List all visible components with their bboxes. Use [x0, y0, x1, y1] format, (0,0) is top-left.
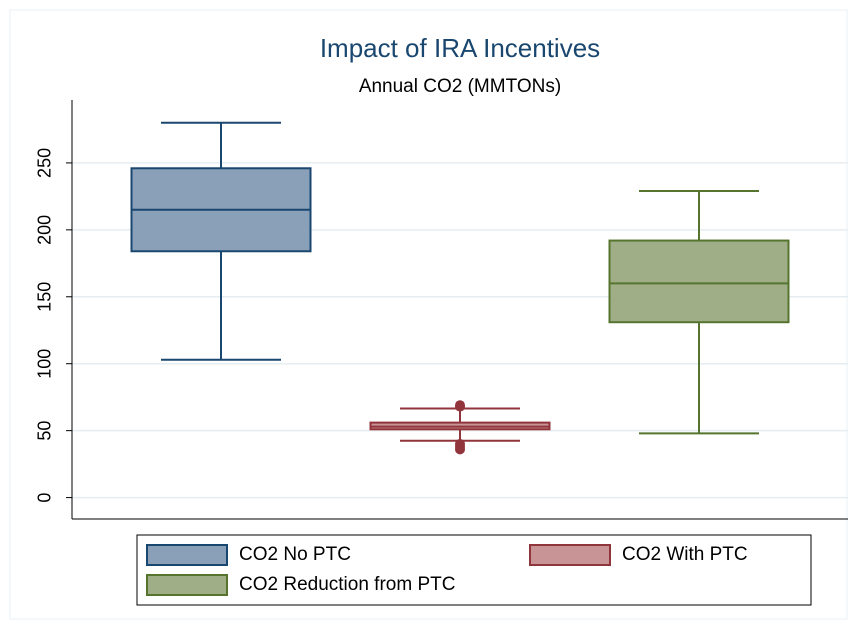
y-tick-label: 250 [35, 148, 55, 178]
legend-label: CO2 Reduction from PTC [239, 574, 455, 595]
legend-label: CO2 With PTC [622, 544, 748, 565]
marks [130, 121, 790, 455]
legend [136, 534, 812, 606]
grid: 0 50 100 150 200 250 [35, 148, 848, 503]
outlier [455, 444, 465, 455]
legend-swatch [529, 544, 611, 566]
y-tick-label: 200 [35, 215, 55, 245]
legend-swatch [146, 544, 228, 566]
legend-swatch [146, 574, 228, 596]
legend-label: CO2 No PTC [239, 544, 351, 565]
y-tick-label: 150 [35, 282, 55, 312]
chart-title: Impact of IRA Incentives [320, 33, 600, 63]
y-tick-label: 50 [35, 421, 55, 441]
outlier [455, 401, 465, 412]
y-tick-label: 100 [35, 349, 55, 379]
box [608, 239, 790, 324]
y-tick-label: 0 [35, 493, 55, 503]
chart-subtitle: Annual CO2 (MMTONs) [359, 76, 561, 97]
